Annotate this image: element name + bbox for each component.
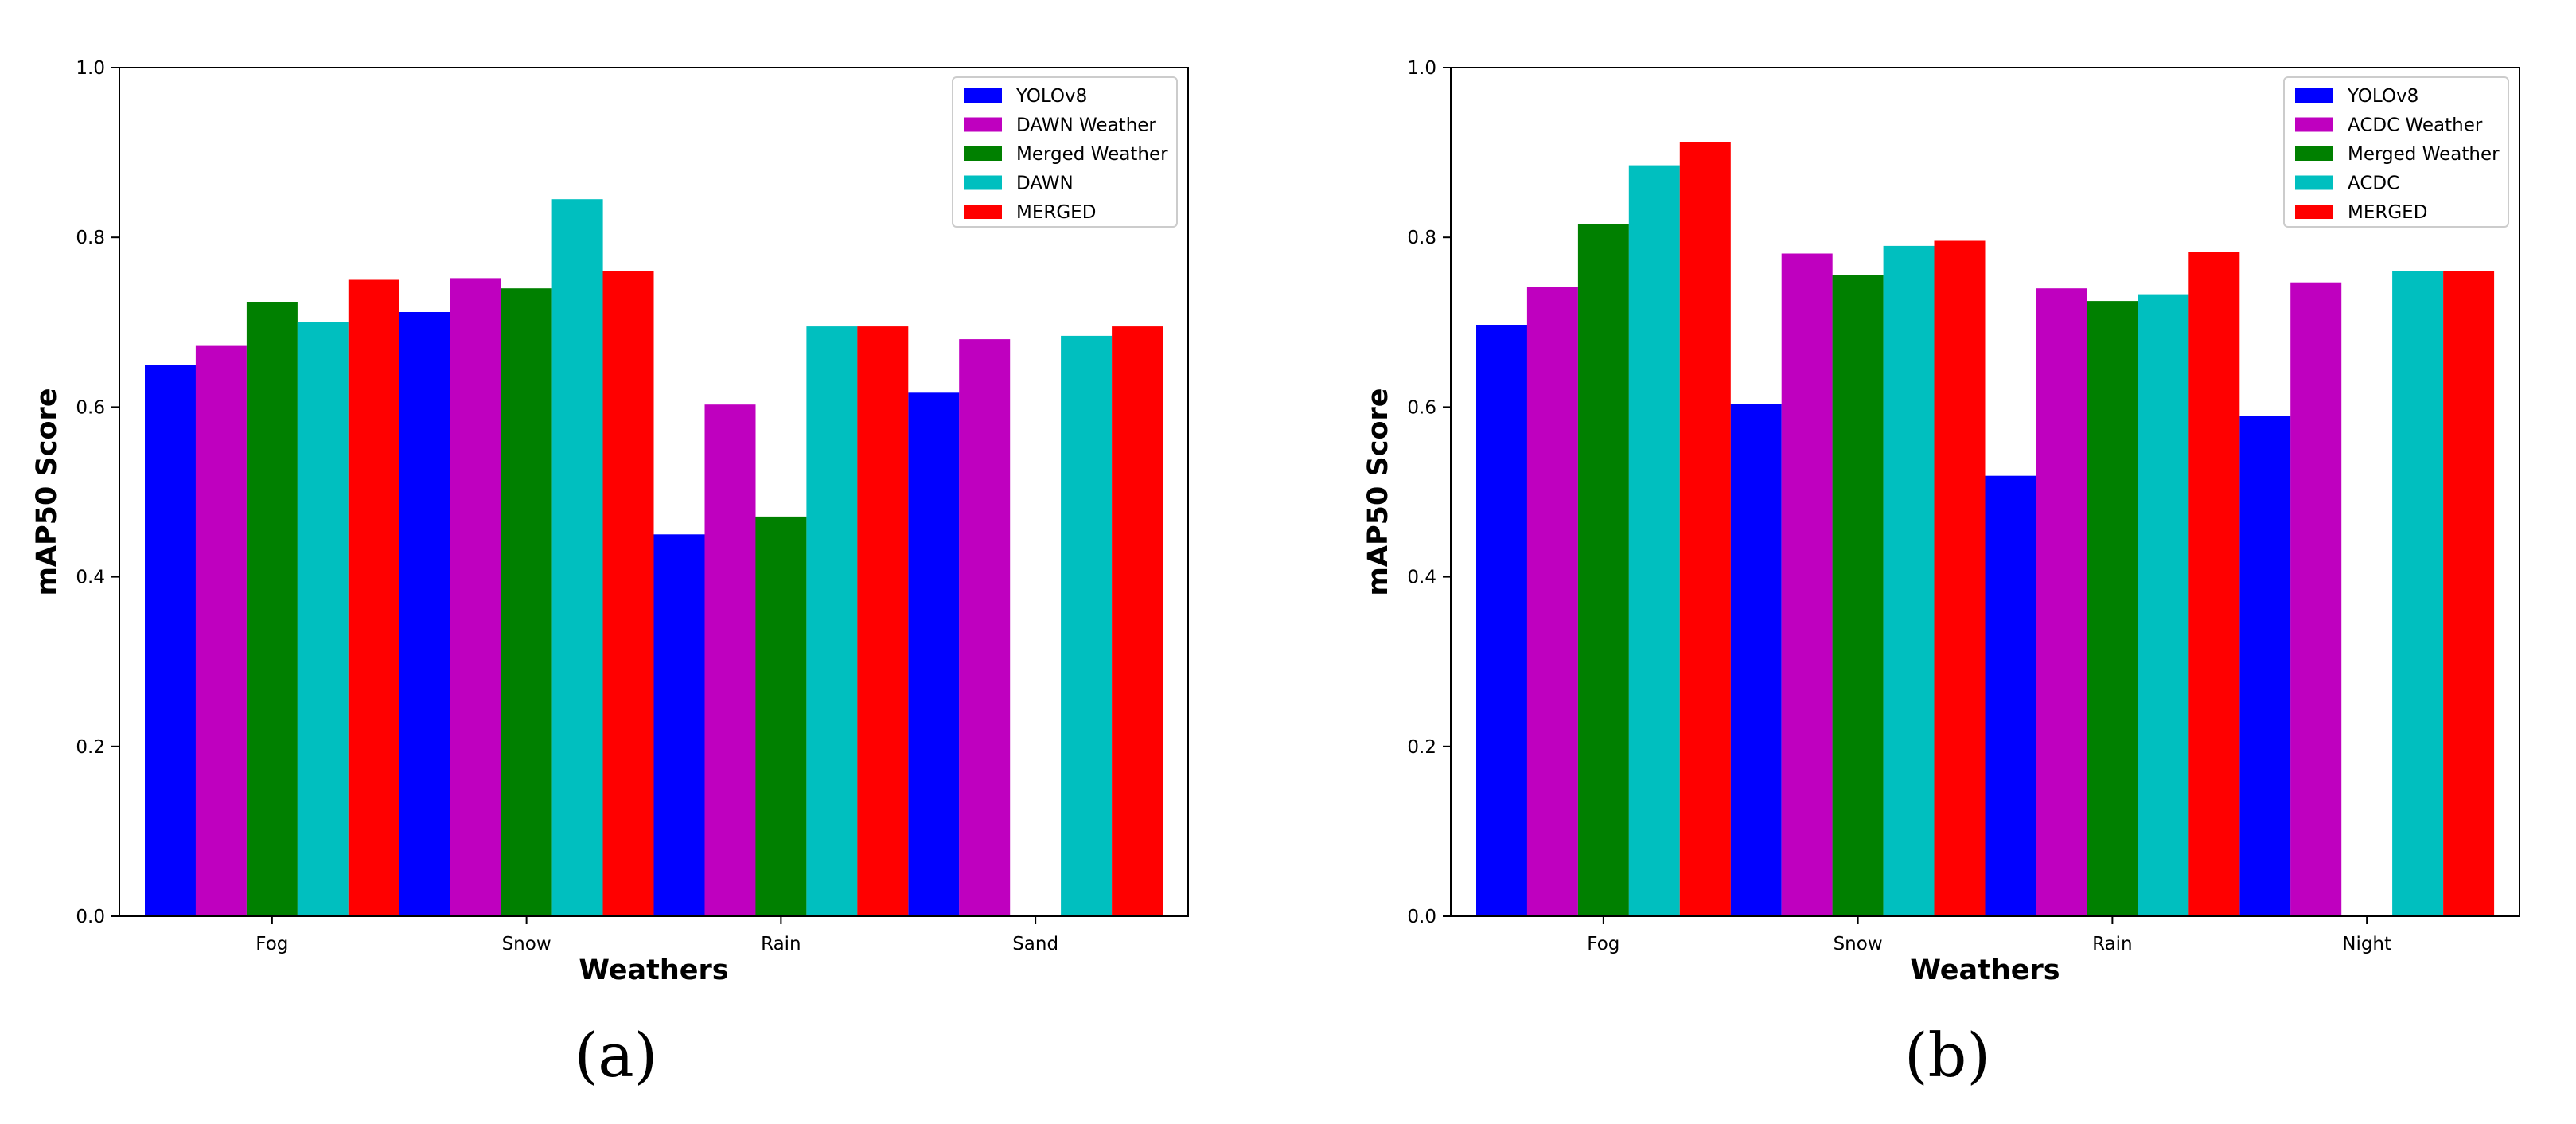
bar bbox=[1061, 335, 1113, 916]
legend-swatch bbox=[2295, 175, 2333, 190]
x-tick-label: Night bbox=[2342, 934, 2391, 954]
bar bbox=[1628, 165, 1680, 917]
bar bbox=[1112, 326, 1163, 917]
legend-label: Merged Weather bbox=[1016, 144, 1168, 165]
x-tick-label: Fog bbox=[1587, 934, 1619, 954]
bar bbox=[1730, 404, 1782, 917]
y-tick-label: 0.0 bbox=[76, 907, 105, 927]
y-tick-label: 0.2 bbox=[76, 737, 105, 758]
bar bbox=[1526, 287, 1578, 916]
chart-panel-1: 0.0 0.2 0.4 0.6 0.8 1.0 Fog Snow Rain Sand Weather… bbox=[31, 58, 1189, 1091]
x-tick-label: Snow bbox=[1834, 934, 1883, 954]
legend-label: MERGED bbox=[2348, 202, 2427, 223]
bar bbox=[2188, 252, 2240, 916]
y-tick-label: 1.0 bbox=[76, 58, 105, 79]
bar bbox=[2239, 416, 2291, 916]
bar bbox=[908, 392, 960, 916]
legend-swatch bbox=[964, 88, 1002, 103]
bar bbox=[1679, 142, 1731, 917]
bar bbox=[450, 278, 501, 916]
bar bbox=[1985, 475, 2036, 916]
bar bbox=[1832, 275, 1884, 917]
legend-swatch bbox=[2295, 88, 2333, 103]
bar bbox=[501, 288, 552, 916]
legend-label: ACDC Weather bbox=[2348, 115, 2483, 136]
bar bbox=[348, 279, 399, 916]
x-axis-label: Weathers bbox=[579, 954, 728, 986]
bar bbox=[195, 345, 247, 917]
y-tick-label: 0.8 bbox=[1407, 228, 1436, 248]
legend-label: Merged Weather bbox=[2348, 144, 2500, 165]
panel-caption: (b) bbox=[1904, 1020, 1990, 1091]
plot-frame bbox=[1450, 67, 2520, 917]
legend-swatch bbox=[2295, 146, 2333, 161]
bar bbox=[653, 534, 705, 916]
bar bbox=[602, 271, 654, 916]
bar bbox=[551, 199, 603, 916]
legend-box bbox=[2283, 76, 2509, 228]
bar bbox=[2087, 301, 2138, 917]
y-tick-label: 0.0 bbox=[1407, 907, 1436, 927]
bar bbox=[246, 302, 298, 916]
x-tick-label: Snow bbox=[502, 934, 551, 954]
legend-swatch bbox=[964, 146, 1002, 161]
legend-swatch bbox=[2295, 205, 2333, 219]
bar bbox=[959, 339, 1011, 917]
y-tick-label: 0.2 bbox=[1407, 737, 1436, 758]
legend-swatch bbox=[964, 117, 1002, 132]
bar bbox=[1577, 224, 1629, 917]
y-tick-label: 0.8 bbox=[76, 228, 105, 248]
bar bbox=[2290, 282, 2342, 916]
bar bbox=[2036, 288, 2087, 916]
legend-label: DAWN Weather bbox=[1016, 115, 1156, 136]
legend-swatch bbox=[2295, 117, 2333, 132]
legend: YOLOv8 ACDC Weather Merged Weather ACDC MERG… bbox=[2283, 76, 2509, 228]
x-axis-label: Weathers bbox=[1910, 954, 2060, 986]
x-tick-label: Sand bbox=[1012, 934, 1058, 954]
plot-frame bbox=[119, 67, 1189, 917]
legend-swatch bbox=[964, 175, 1002, 190]
bar bbox=[1781, 253, 1833, 916]
bar bbox=[704, 404, 756, 916]
legend-label: YOLOv8 bbox=[1015, 86, 1087, 107]
panel-caption: (a) bbox=[575, 1020, 658, 1091]
legend-label: DAWN bbox=[1016, 174, 1074, 194]
x-tick-label: Rain bbox=[2092, 934, 2133, 954]
legend-label: MERGED bbox=[1016, 202, 1096, 223]
legend-swatch bbox=[964, 205, 1002, 219]
bar bbox=[297, 322, 349, 916]
y-tick-label: 0.6 bbox=[76, 397, 105, 418]
y-tick-label: 0.4 bbox=[76, 568, 105, 588]
x-tick-label: Fog bbox=[255, 934, 288, 954]
bar bbox=[1883, 245, 1935, 916]
bar bbox=[755, 516, 807, 916]
bar bbox=[2392, 271, 2444, 916]
bar bbox=[2443, 271, 2495, 916]
y-tick-label: 1.0 bbox=[1407, 58, 1436, 79]
bar bbox=[1934, 240, 1986, 916]
y-axis-label: mAP50 Score bbox=[1362, 388, 1394, 595]
legend-label: ACDC bbox=[2348, 174, 2399, 194]
legend: YOLOv8 DAWN Weather Merged Weather DAWN MERG… bbox=[952, 76, 1178, 228]
bar bbox=[1476, 325, 1527, 916]
legend-box bbox=[952, 76, 1178, 228]
x-tick-label: Rain bbox=[761, 934, 801, 954]
bar bbox=[806, 326, 858, 917]
y-axis-label: mAP50 Score bbox=[31, 388, 63, 595]
legend-label: YOLOv8 bbox=[2347, 86, 2418, 107]
bar bbox=[2138, 294, 2189, 917]
bar bbox=[857, 326, 909, 917]
y-tick-label: 0.4 bbox=[1407, 568, 1436, 588]
bar bbox=[399, 312, 450, 916]
chart-panel-2: 0.0 0.2 0.4 0.6 0.8 1.0 Fog Snow Rain Night Weathe… bbox=[1362, 58, 2520, 1091]
bar bbox=[145, 365, 196, 917]
y-tick-label: 0.6 bbox=[1407, 397, 1436, 418]
